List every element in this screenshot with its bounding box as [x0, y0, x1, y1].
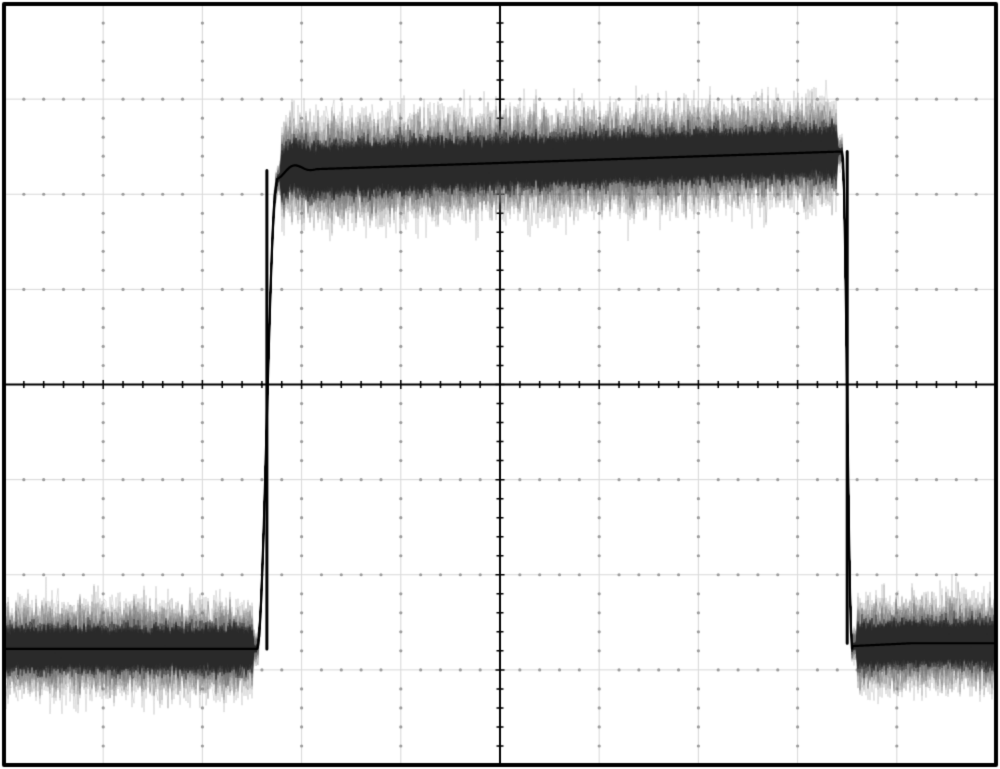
oscilloscope-trace: [0, 0, 1000, 769]
